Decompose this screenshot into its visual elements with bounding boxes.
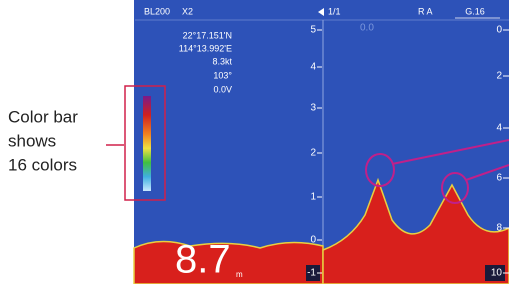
mode: R A — [418, 6, 433, 16]
left-scale-label: -1 — [307, 268, 316, 279]
heading: 103° — [213, 70, 232, 80]
left-scale-label: 0 — [310, 235, 316, 246]
right-scale-label: 6 — [496, 173, 502, 184]
latitude: 22°17.151'N — [183, 30, 232, 40]
callout-text: 16 colors — [8, 155, 77, 174]
model: BL200 — [144, 6, 170, 16]
left-scale-label: 3 — [310, 103, 316, 114]
voltage: 0.0V — [213, 84, 232, 94]
faint-value: 0.0 — [360, 23, 374, 34]
left-scale-label: 4 — [310, 62, 316, 73]
right-scale-label: 0 — [496, 25, 502, 36]
page-indicator: 1/1 — [328, 6, 341, 16]
depth-value: 8.7 — [175, 238, 231, 282]
callout-text: Color bar — [8, 107, 78, 126]
right-scale-label: 2 — [496, 71, 502, 82]
longitude: 114°13.992'E — [179, 43, 232, 53]
right-scale-label: 4 — [496, 123, 502, 134]
left-scale-label: 5 — [310, 25, 316, 36]
right-scale-label: 8 — [496, 223, 502, 234]
right-scale-label: 10 — [491, 268, 503, 279]
speed: 8.3kt — [212, 56, 232, 66]
screenshot: Color bar shows 16 colors BL200 X2 1/1 R… — [0, 0, 509, 284]
zoom: X2 — [182, 6, 193, 16]
callout-text: shows — [8, 131, 56, 150]
depth-unit: m — [236, 270, 243, 279]
page: Color bar shows 16 colors BL200 X2 1/1 R… — [0, 0, 509, 284]
left-scale-label: 1 — [310, 192, 316, 203]
gain: G.16 — [465, 6, 485, 16]
left-scale-label: 2 — [310, 148, 316, 159]
color-bar — [143, 96, 151, 191]
